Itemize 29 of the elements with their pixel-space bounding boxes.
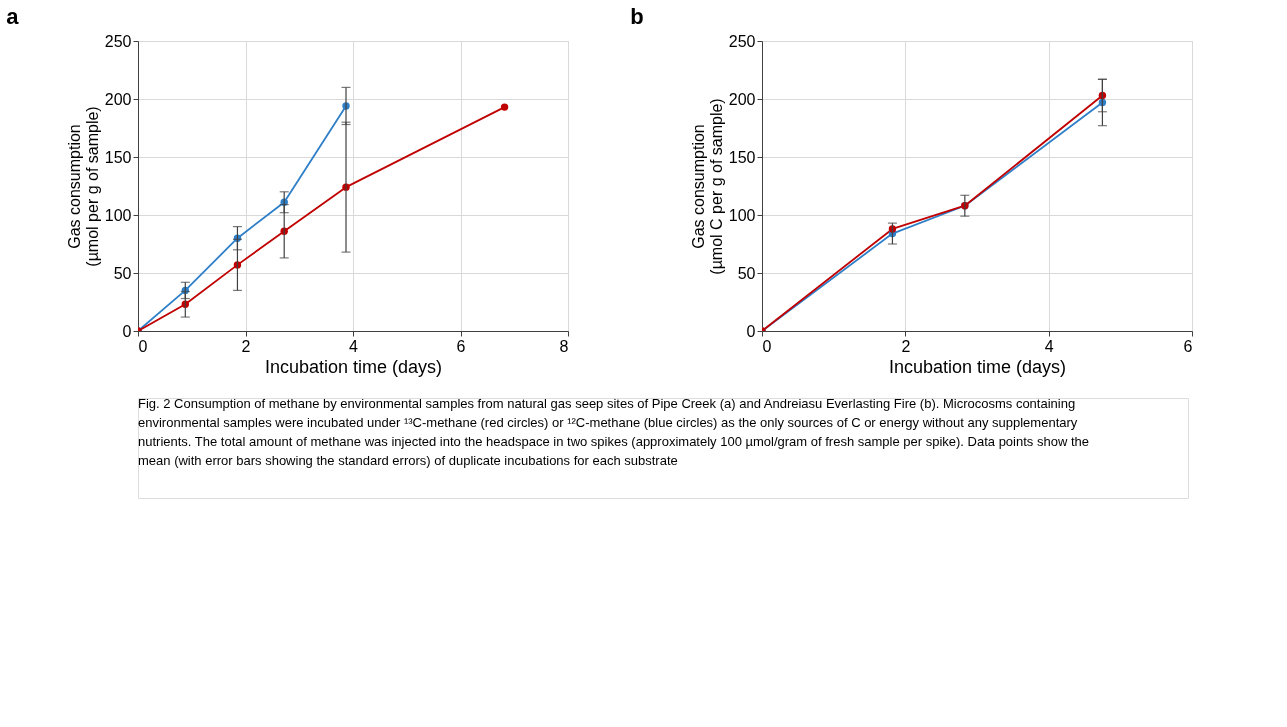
y-tick-label: 250 — [728, 32, 756, 50]
x-tick-label: 4 — [349, 337, 359, 355]
y-tick-label: 50 — [737, 264, 756, 282]
chart-title: b — [630, 4, 644, 29]
x-tick-label: 0 — [138, 337, 148, 355]
x-tick-label: 6 — [456, 337, 466, 355]
y-tick-label: 0 — [746, 322, 756, 340]
y-axis-title: Gas consumption (µmol C per g of sample) — [689, 98, 725, 275]
y-tick-label: 200 — [104, 90, 132, 108]
x-tick-label: 2 — [901, 337, 911, 355]
chart-title: a — [6, 4, 20, 29]
y-tick-label: 50 — [113, 264, 132, 282]
y-tick-label: 100 — [104, 206, 132, 224]
y-tick-label: 150 — [728, 148, 756, 166]
y-axis-title: Gas consumption (µmol per g of sample) — [65, 106, 101, 267]
x-tick-label: 8 — [559, 337, 569, 355]
y-tick-label: 100 — [728, 206, 756, 224]
x-tick-label: 0 — [762, 337, 772, 355]
x-tick-label: 2 — [241, 337, 251, 355]
x-axis-title: Incubation time (days) — [888, 356, 1067, 377]
y-tick-label: 200 — [728, 90, 756, 108]
y-tick-label: 150 — [104, 148, 132, 166]
y-tick-label: 250 — [104, 32, 132, 50]
y-tick-label: 0 — [122, 322, 132, 340]
x-tick-label: 4 — [1044, 337, 1054, 355]
caption: Fig. 2 Consumption of methane by environmental samples from natural gas seep sites of Pipe Creek (a) and Andreiasu Everlasting Fire (b). Microcosms containing environmental samples were incubated under ¹³C-methane (red circles) or ¹²C-methane (blue circles) as the only sources of C or energy without any supplementary nutrients. The total amount of methane was injected into the headspace in two spikes (approximately 100 µmol/gram of fresh sample per spike). Data points show the mean (with error bars showing the standard errors) of duplicate incubations for each substrate — [138, 396, 1089, 468]
x-axis-title: Incubation time (days) — [264, 356, 443, 377]
point — [500, 103, 509, 111]
x-tick-label: 6 — [1183, 337, 1193, 355]
